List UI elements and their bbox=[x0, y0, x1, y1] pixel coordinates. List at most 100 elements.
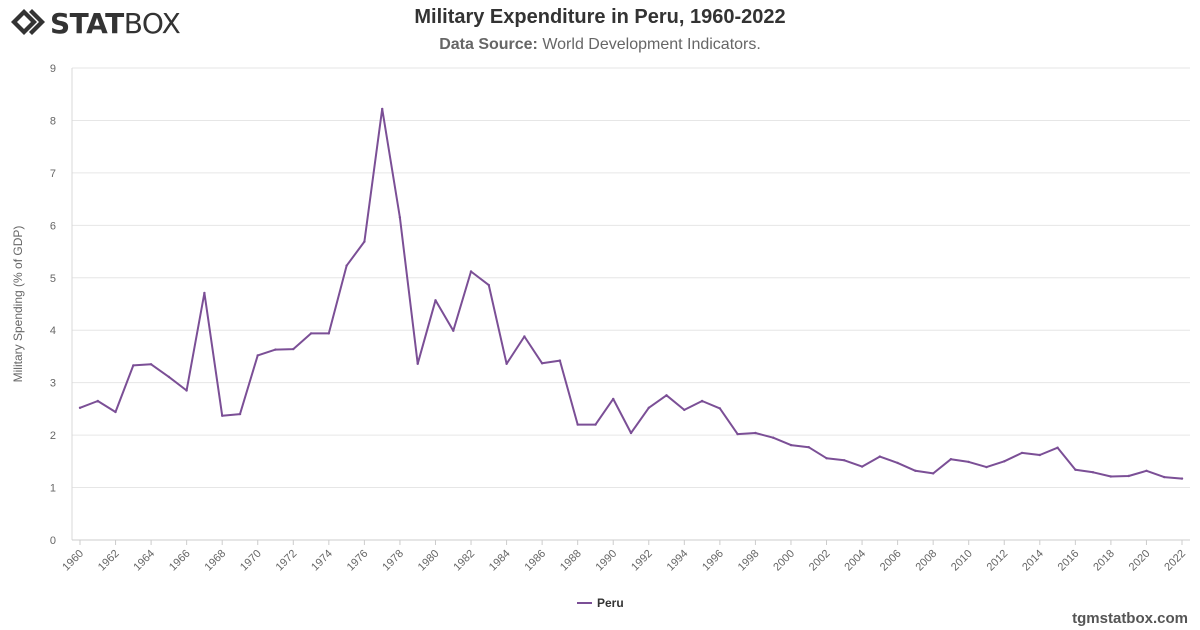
data-point[interactable] bbox=[1003, 460, 1006, 463]
data-point[interactable] bbox=[363, 240, 366, 243]
x-tick-label: 1970 bbox=[238, 548, 264, 574]
data-point[interactable] bbox=[1163, 475, 1166, 479]
statbox-logo-text: STATBOX bbox=[50, 7, 181, 40]
x-tick-label: 1974 bbox=[309, 548, 335, 574]
x-tick-label: 1964 bbox=[131, 548, 157, 574]
data-point[interactable] bbox=[1056, 446, 1059, 449]
data-point[interactable] bbox=[185, 389, 188, 392]
statbox-logo[interactable]: STATBOX bbox=[10, 6, 181, 40]
x-tick-label: 2010 bbox=[949, 548, 975, 574]
data-point[interactable] bbox=[896, 461, 899, 465]
data-point[interactable] bbox=[789, 443, 793, 447]
y-tick-label: 5 bbox=[50, 273, 56, 285]
data-point[interactable] bbox=[878, 455, 881, 458]
data-point[interactable] bbox=[612, 397, 615, 401]
data-point[interactable] bbox=[540, 362, 544, 365]
data-point[interactable] bbox=[381, 107, 384, 111]
data-point[interactable] bbox=[1020, 451, 1024, 455]
data-point[interactable] bbox=[1127, 474, 1130, 478]
x-tick-label: 2020 bbox=[1127, 548, 1153, 574]
data-point[interactable] bbox=[238, 412, 242, 416]
data-point[interactable] bbox=[96, 399, 100, 403]
data-point[interactable] bbox=[985, 465, 988, 469]
x-tick-label: 1994 bbox=[665, 548, 691, 574]
chart-title: Military Expenditure in Peru, 1960-2022 bbox=[414, 6, 786, 28]
data-point[interactable] bbox=[416, 362, 419, 365]
y-tick-label: 9 bbox=[50, 63, 56, 75]
data-point[interactable] bbox=[807, 446, 810, 449]
x-tick-label: 2000 bbox=[771, 548, 797, 574]
data-point[interactable] bbox=[487, 283, 490, 287]
data-point[interactable] bbox=[754, 431, 757, 435]
data-point[interactable] bbox=[558, 359, 562, 362]
x-tick-label: 2018 bbox=[1091, 548, 1117, 574]
data-point[interactable] bbox=[78, 406, 82, 409]
data-point[interactable] bbox=[256, 354, 259, 357]
x-tick-label: 1980 bbox=[416, 548, 442, 574]
data-point[interactable] bbox=[700, 399, 704, 403]
data-point[interactable] bbox=[772, 436, 775, 439]
x-tick-label: 1990 bbox=[594, 548, 620, 574]
data-point[interactable] bbox=[1180, 477, 1184, 480]
data-point[interactable] bbox=[1074, 468, 1077, 471]
data-point[interactable] bbox=[665, 394, 668, 397]
y-tick-label: 1 bbox=[50, 483, 56, 495]
statbox-logo-icon bbox=[11, 9, 45, 35]
data-point[interactable] bbox=[292, 347, 295, 351]
data-point[interactable] bbox=[914, 469, 917, 472]
x-tick-label: 1962 bbox=[96, 548, 122, 574]
series-line-peru[interactable] bbox=[79, 107, 1183, 480]
data-point[interactable] bbox=[114, 410, 117, 414]
data-point[interactable] bbox=[594, 423, 597, 426]
data-point[interactable] bbox=[469, 270, 473, 273]
data-point[interactable] bbox=[1145, 469, 1148, 472]
data-point[interactable] bbox=[843, 459, 846, 462]
data-point[interactable] bbox=[452, 329, 455, 332]
data-point[interactable] bbox=[1109, 475, 1113, 478]
data-point[interactable] bbox=[309, 332, 313, 335]
y-axis-title: Military Spending (% of GDP) bbox=[11, 226, 25, 383]
data-point[interactable] bbox=[718, 407, 722, 410]
data-point[interactable] bbox=[523, 335, 526, 338]
legend[interactable]: Peru bbox=[577, 596, 624, 610]
y-tick-label: 8 bbox=[50, 115, 56, 127]
data-point[interactable] bbox=[505, 362, 508, 365]
subtitle-label: Data Source: bbox=[439, 36, 538, 53]
data-point[interactable] bbox=[949, 458, 953, 461]
data-point[interactable] bbox=[398, 216, 402, 219]
data-point[interactable] bbox=[221, 414, 224, 417]
x-tick-label: 1996 bbox=[700, 548, 726, 574]
data-point[interactable] bbox=[576, 423, 579, 426]
data-point[interactable] bbox=[736, 432, 739, 436]
data-point[interactable] bbox=[932, 472, 935, 475]
x-tick-labels: 1960 1962 1964 1966 1968 1970 1972 1974 1976 1978… bbox=[60, 540, 1188, 573]
data-point[interactable] bbox=[1038, 453, 1042, 457]
data-point[interactable] bbox=[967, 460, 970, 464]
grid-layer bbox=[71, 67, 1190, 541]
data-point[interactable] bbox=[274, 348, 277, 351]
data-point[interactable] bbox=[167, 375, 171, 379]
x-tick-label: 1966 bbox=[167, 548, 193, 574]
data-point[interactable] bbox=[647, 406, 650, 409]
data-point[interactable] bbox=[327, 332, 330, 335]
x-tick-label: 1976 bbox=[345, 548, 371, 574]
data-point[interactable] bbox=[825, 457, 828, 460]
data-point[interactable] bbox=[132, 364, 135, 367]
data-point[interactable] bbox=[434, 299, 437, 302]
x-tick-label: 2012 bbox=[985, 548, 1011, 574]
y-tick-label: 7 bbox=[50, 168, 56, 180]
y-tick-labels: 0 1 2 3 4 5 6 7 8 9 bbox=[50, 63, 56, 547]
data-point[interactable] bbox=[629, 431, 633, 435]
data-point[interactable] bbox=[149, 363, 153, 366]
data-point[interactable] bbox=[1091, 471, 1095, 474]
subtitle-value: World Development Indicators. bbox=[542, 36, 761, 53]
x-tick-label: 1968 bbox=[203, 548, 229, 574]
x-tick-label: 2004 bbox=[842, 548, 868, 574]
data-point[interactable] bbox=[345, 264, 348, 267]
data-point[interactable] bbox=[683, 408, 686, 412]
y-tick-label: 0 bbox=[50, 535, 56, 547]
data-point[interactable] bbox=[860, 465, 864, 468]
x-tick-label: 1978 bbox=[380, 548, 406, 574]
footer-site[interactable]: tgmstatbox.com bbox=[1072, 610, 1188, 627]
data-point[interactable] bbox=[203, 291, 206, 295]
